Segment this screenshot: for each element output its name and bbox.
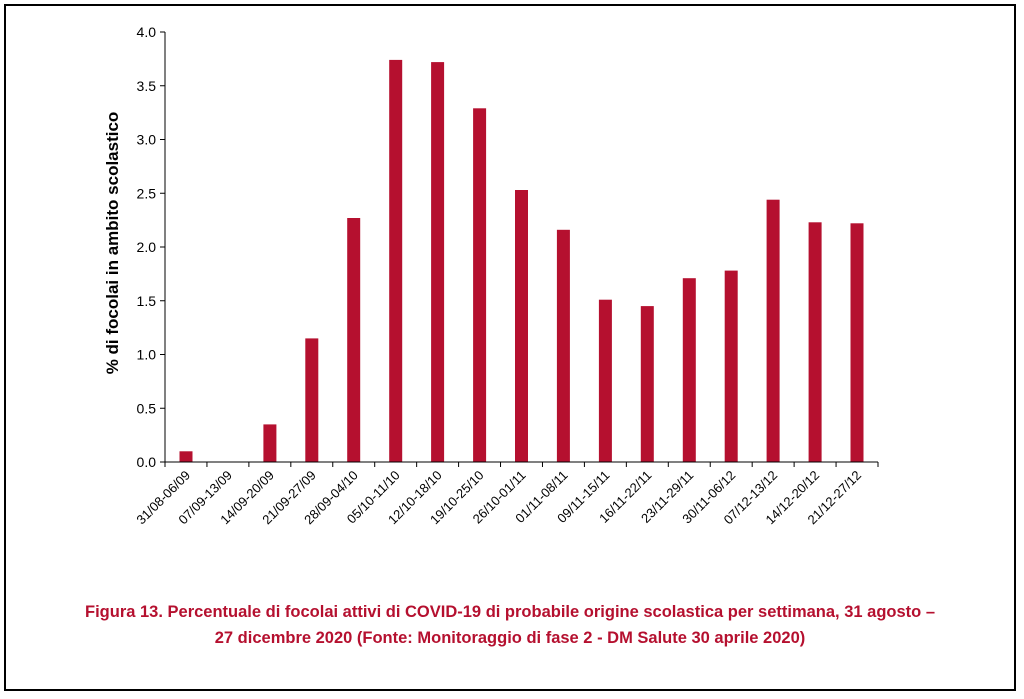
bar-2	[263, 424, 277, 462]
bar-16	[850, 223, 864, 462]
bars-group	[179, 59, 864, 463]
y-tick-label-5: 2.5	[137, 185, 157, 201]
y-tick-label-6: 3.0	[137, 132, 157, 148]
caption-line-1: Figura 13. Percentuale di focolai attivi…	[85, 603, 935, 621]
bar-10	[598, 299, 612, 462]
bar-4	[347, 218, 361, 462]
bar-3	[305, 338, 319, 462]
y-tick-label-8: 4.0	[137, 24, 157, 40]
bar-0	[179, 451, 193, 463]
y-tick-label-1: 0.5	[137, 400, 157, 416]
bar-9	[556, 229, 570, 462]
x-axis: 31/08-06/0907/09-13/0914/09-20/0921/09-2…	[133, 461, 879, 527]
y-tick-label-7: 3.5	[137, 78, 157, 94]
y-tick-label-2: 1.0	[137, 347, 157, 363]
bar-chart: 0.0 0.5 1.0 1.5 2.0 2.5 3.0 3.5 4.0 31/08-06/090…	[103, 24, 879, 527]
y-tick-label-0: 0.0	[137, 454, 157, 470]
bar-8	[515, 190, 528, 462]
y-tick-label-3: 1.5	[137, 293, 157, 309]
bar-6	[431, 62, 445, 462]
bar-7	[473, 108, 487, 463]
bar-15	[808, 222, 822, 462]
bar-13	[724, 270, 738, 462]
figure-caption: Figura 13. Percentuale di focolai attivi…	[20, 599, 1000, 651]
caption-line-2: 27 dicembre 2020 (Fonte: Monitoraggio di…	[214, 629, 806, 647]
bar-5	[389, 59, 403, 463]
bar-14	[766, 199, 780, 462]
bar-12	[682, 278, 696, 462]
bar-11	[640, 306, 654, 462]
figure-frame	[4, 4, 1016, 691]
y-axis: 0.0 0.5 1.0 1.5 2.0 2.5 3.0 3.5 4.0	[137, 24, 166, 470]
y-axis-title: % di focolai in ambito scolastico	[103, 112, 122, 375]
y-tick-label-4: 2.0	[137, 239, 157, 255]
